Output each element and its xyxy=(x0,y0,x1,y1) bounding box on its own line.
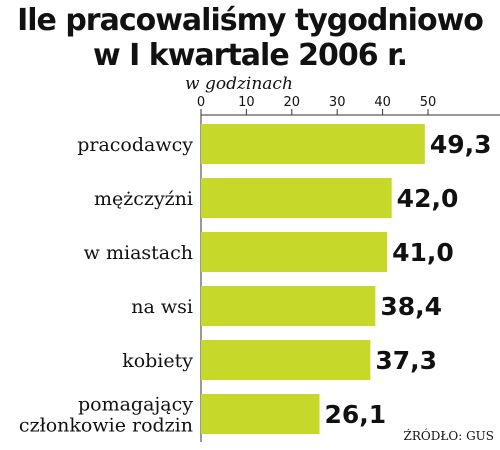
category-label: na wsi xyxy=(131,296,193,318)
x-tick-label: 10 xyxy=(238,95,255,110)
x-tick-label: 30 xyxy=(329,95,346,110)
category-label: kobiety xyxy=(122,350,193,372)
labels: pracodawcy 49,3 mężczyźni 42,0 w miastach 41,… xyxy=(19,130,492,437)
unit-label: w godzinach xyxy=(185,74,293,94)
x-tick-label: 40 xyxy=(374,95,391,110)
value-label: 38,4 xyxy=(380,292,442,321)
x-tick-label: 50 xyxy=(420,95,437,110)
bar xyxy=(201,124,425,164)
value-label: 42,0 xyxy=(397,184,459,213)
bar xyxy=(201,178,392,218)
category-label: pracodawcy xyxy=(77,134,193,156)
bars xyxy=(201,124,425,434)
chart-title-line-2: w I kwartale 2006 r. xyxy=(93,38,408,73)
category-label: w miastach xyxy=(84,242,193,264)
x-tick-label: 0 xyxy=(197,95,205,110)
source-note: ŹRÓDŁO: GUS xyxy=(403,429,494,443)
value-label: 41,0 xyxy=(392,238,454,267)
value-label: 26,1 xyxy=(324,400,386,429)
bar xyxy=(201,394,320,434)
category-label: członkowie rodzin xyxy=(19,415,193,437)
value-label: 37,3 xyxy=(375,346,437,375)
bar xyxy=(201,340,371,380)
bar xyxy=(201,286,376,326)
chart-title-line-1: Ile pracowaliśmy tygodniowo xyxy=(17,3,484,38)
chart-title: Ile pracowaliśmy tygodniowo w I kwartale… xyxy=(0,3,500,73)
x-tick-label: 20 xyxy=(284,95,301,110)
value-label: 49,3 xyxy=(430,130,492,159)
category-label: pomagający xyxy=(78,394,193,416)
bar xyxy=(201,232,388,272)
x-axis: 0 10 20 30 40 50 xyxy=(197,95,500,442)
category-label: mężczyźni xyxy=(94,188,193,210)
